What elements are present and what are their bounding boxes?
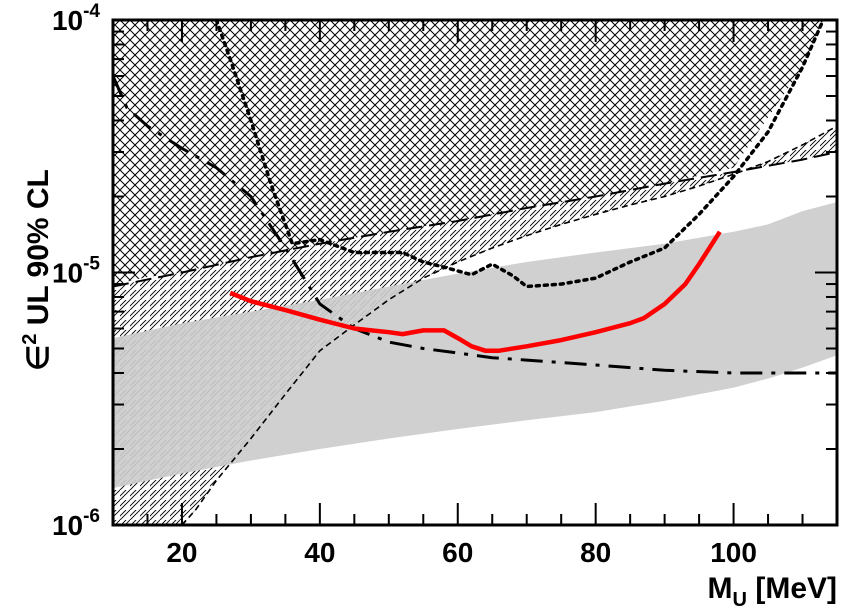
x-tick-label: 60 bbox=[442, 537, 473, 568]
x-tick-label: 20 bbox=[166, 537, 197, 568]
series-line-long-dash bbox=[113, 151, 837, 288]
y-tick-label-base: 10 bbox=[52, 5, 83, 36]
series-line-dash-dot bbox=[113, 75, 837, 375]
y-tick-label: 10-5 bbox=[52, 254, 100, 289]
series-line-solid-red-thick bbox=[229, 230, 722, 353]
y-axis: 10-610-510-4 bbox=[52, 1, 837, 541]
y-axis-title: ∈2 UL 90% CL bbox=[19, 169, 55, 371]
x-tick-label: 100 bbox=[710, 537, 757, 568]
x-tick-label: 40 bbox=[304, 537, 335, 568]
series-line-dotted bbox=[214, 20, 825, 289]
plot-area bbox=[113, 20, 837, 525]
y-tick-label: 10-6 bbox=[52, 506, 100, 541]
x-axis-title: MU [MeV] bbox=[708, 572, 837, 610]
x-axis: 20 40 60 80 100 bbox=[112, 20, 838, 568]
y-tick-label-exponent: -6 bbox=[83, 506, 100, 527]
y-tick-label-exponent: -4 bbox=[83, 1, 100, 22]
series-line-short-dash bbox=[181, 125, 837, 525]
x-axis-title-sub: U bbox=[733, 589, 747, 610]
excluded-region-cross-hatch bbox=[113, 20, 837, 287]
y-axis-title-sup: 2 bbox=[19, 334, 41, 345]
y-tick-label: 10-4 bbox=[52, 1, 100, 36]
y-tick-label-exponent: -5 bbox=[83, 254, 100, 275]
y-tick-label-base: 10 bbox=[52, 510, 83, 541]
y-tick-label-base: 10 bbox=[52, 258, 83, 289]
x-tick-label: 80 bbox=[580, 537, 611, 568]
